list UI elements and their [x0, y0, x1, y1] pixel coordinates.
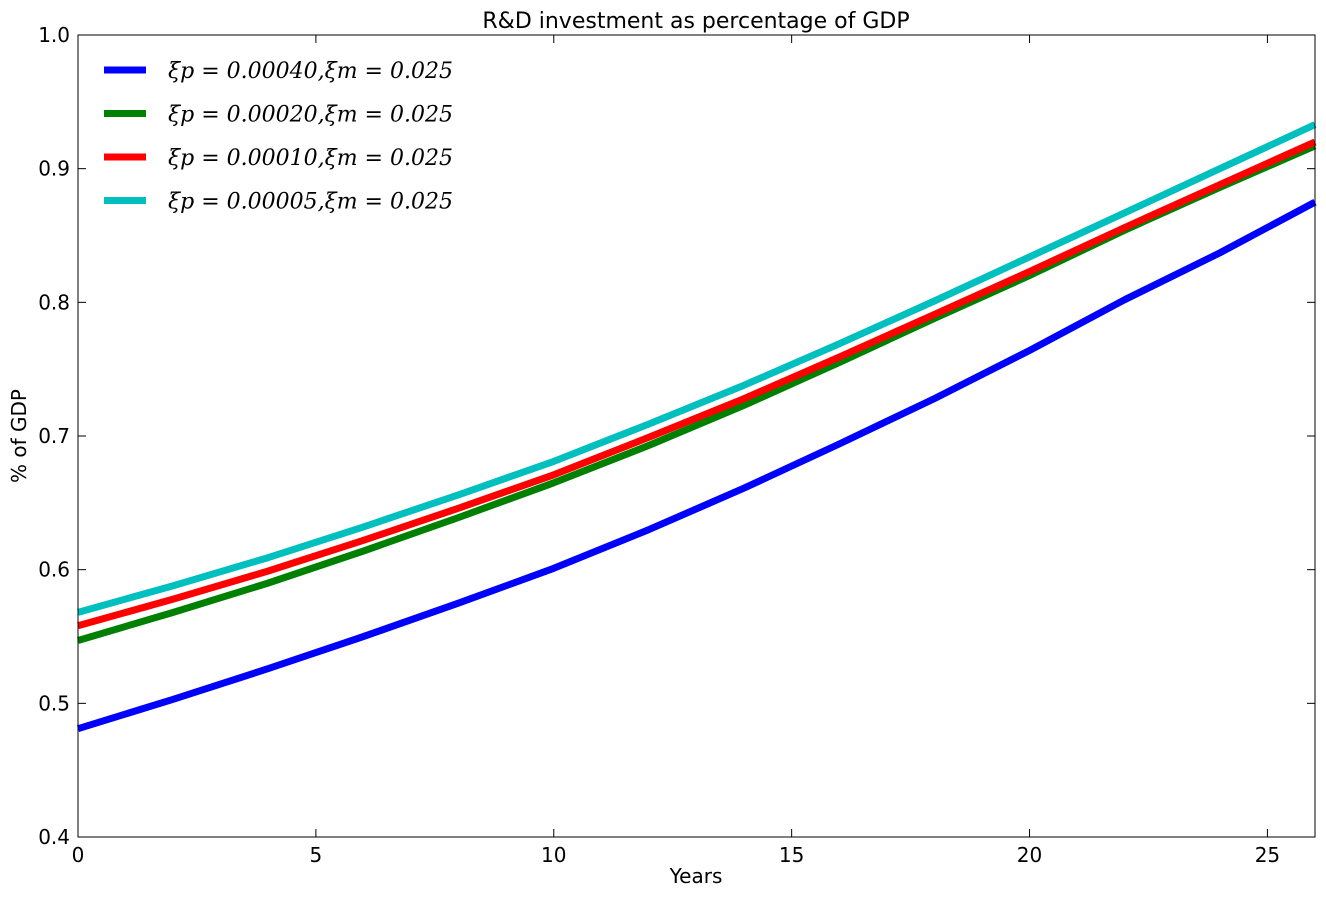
series-line-2 [77, 142, 1317, 644]
y-tick-label: 0.4 [38, 825, 70, 849]
series-line-4 [77, 121, 1317, 616]
x-axis-label: Years [669, 864, 723, 888]
tick-layer: 0 5 10 15 20 25 0.4 0.5 0.6 0.7 0.8 0.9 1.0 [38, 23, 1315, 867]
y-tick-label: 0.7 [38, 424, 70, 448]
legend-label-4: ξp = 0.00005,ξm = 0.025 [168, 190, 453, 215]
x-tick-label: 25 [1255, 843, 1280, 867]
x-tick-label: 0 [72, 843, 85, 867]
x-tick-label: 5 [310, 843, 323, 867]
series-line-3 [77, 138, 1317, 630]
legend-label-1: ξp = 0.00040,ξm = 0.025 [168, 59, 453, 84]
y-tick-label: 1.0 [38, 23, 70, 47]
series-line-1 [76, 199, 1317, 733]
series-layer [76, 121, 1317, 733]
legend: ξp = 0.00040,ξm = 0.025 ξp = 0.00020,ξm =… [104, 59, 453, 215]
y-axis-label: % of GDP [7, 389, 31, 483]
x-tick-label: 10 [541, 843, 566, 867]
legend-label-2: ξp = 0.00020,ξm = 0.025 [168, 103, 453, 128]
x-tick-label: 20 [1017, 843, 1042, 867]
chart-title: R&D investment as percentage of GDP [482, 9, 909, 34]
legend-label-3: ξp = 0.00010,ξm = 0.025 [168, 146, 453, 171]
y-tick-label: 0.9 [38, 157, 70, 181]
x-tick-label: 15 [779, 843, 804, 867]
y-tick-label: 0.5 [38, 691, 70, 715]
y-tick-label: 0.8 [38, 290, 70, 314]
y-tick-label: 0.6 [38, 558, 70, 582]
